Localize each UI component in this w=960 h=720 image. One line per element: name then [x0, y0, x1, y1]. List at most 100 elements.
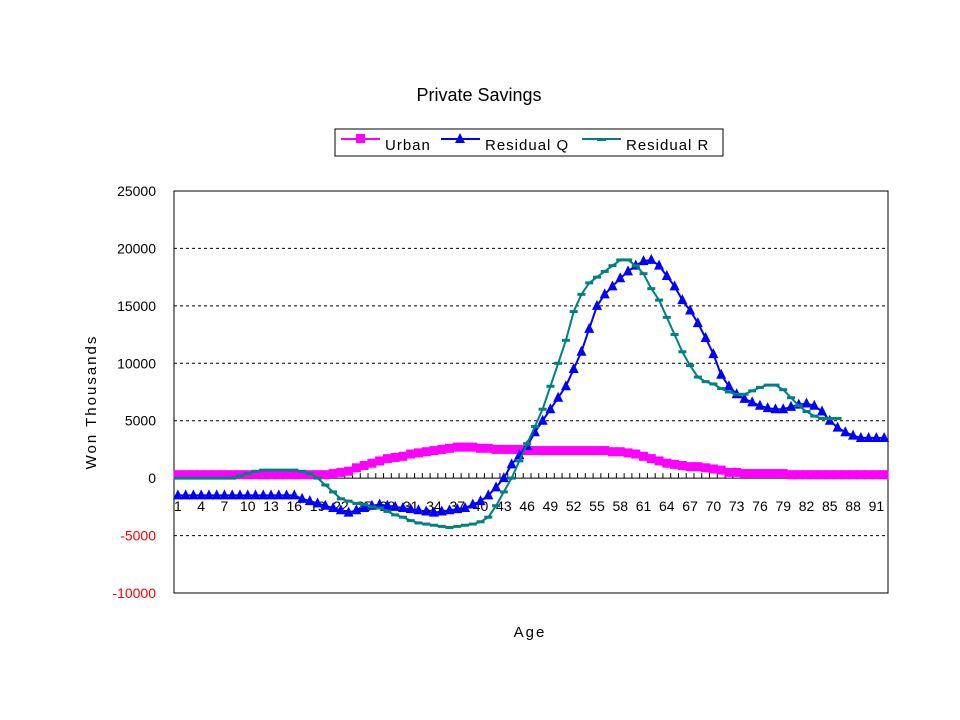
data-point-residual-q	[203, 489, 214, 500]
data-point-urban	[584, 446, 594, 456]
data-point-residual-r	[709, 382, 718, 386]
data-point-urban	[732, 467, 742, 477]
data-point-residual-q	[840, 426, 851, 437]
x-tick-label: 79	[775, 498, 791, 514]
data-point-residual-q	[460, 502, 471, 513]
x-tick-label: 58	[612, 498, 628, 514]
grid-lines	[174, 247, 888, 537]
data-point-residual-q	[778, 403, 789, 414]
data-point-residual-q	[809, 399, 820, 410]
data-point-urban	[817, 470, 827, 480]
data-point-residual-q	[654, 259, 665, 270]
data-point-residual-q	[692, 317, 703, 328]
data-point-residual-r	[771, 383, 780, 387]
data-point-residual-q	[258, 489, 269, 500]
data-point-residual-q	[506, 458, 517, 469]
data-point-residual-r	[530, 424, 539, 428]
data-point-residual-r	[468, 522, 477, 526]
data-point-residual-r	[344, 499, 353, 503]
data-point-residual-q	[359, 502, 370, 513]
data-point-residual-r	[624, 258, 633, 262]
data-point-residual-q	[770, 403, 781, 414]
data-point-urban	[406, 449, 416, 459]
data-point-residual-r	[173, 476, 182, 480]
y-tick-label: 0	[148, 470, 156, 486]
data-point-residual-r	[398, 515, 407, 519]
data-point-urban	[755, 469, 765, 479]
data-point-urban	[786, 470, 796, 480]
data-point-residual-r	[329, 490, 338, 494]
legend-box	[334, 128, 724, 157]
data-point-urban	[250, 470, 260, 480]
y-tick-label: 15000	[117, 298, 156, 314]
data-point-urban	[445, 443, 455, 453]
data-point-residual-q	[242, 489, 253, 500]
data-point-urban	[747, 469, 757, 479]
data-point-residual-r	[779, 388, 788, 392]
data-point-urban	[639, 451, 649, 461]
data-point-urban	[359, 461, 369, 471]
data-point-urban	[685, 462, 695, 472]
data-point-urban	[592, 446, 602, 456]
data-point-residual-r	[786, 396, 795, 400]
data-point-residual-r	[561, 338, 570, 342]
data-point-urban	[390, 452, 400, 462]
data-point-residual-r	[267, 468, 276, 472]
data-point-residual-r	[732, 392, 741, 396]
data-point-residual-q	[646, 253, 657, 264]
legend-marker-urban	[356, 134, 365, 143]
x-tick-label: 55	[589, 498, 605, 514]
data-point-urban	[282, 470, 292, 480]
data-point-urban	[212, 470, 222, 480]
data-point-residual-r	[592, 275, 601, 279]
data-point-urban	[530, 446, 540, 456]
data-point-urban	[879, 470, 889, 480]
data-point-urban	[483, 443, 493, 453]
data-point-urban	[833, 470, 843, 480]
data-point-residual-q	[716, 368, 727, 379]
data-point-urban	[623, 448, 633, 458]
y-axis-tick-labels: -10000 -5000 0 5000 10000 15000 20000 25000	[112, 183, 156, 601]
data-point-residual-q	[545, 403, 556, 414]
data-point-urban	[763, 469, 773, 479]
data-point-residual-r	[818, 416, 827, 420]
x-tick-label: 34	[426, 498, 442, 514]
data-point-residual-r	[515, 459, 524, 463]
data-point-urban	[825, 470, 835, 480]
data-point-residual-r	[655, 298, 664, 302]
data-point-urban	[188, 470, 198, 480]
data-point-residual-r	[453, 524, 462, 528]
data-point-residual-r	[585, 281, 594, 285]
data-point-urban	[809, 470, 819, 480]
data-point-urban	[561, 446, 571, 456]
data-point-urban	[320, 470, 330, 480]
data-point-residual-r	[336, 497, 345, 501]
data-point-residual-q	[219, 489, 230, 500]
data-point-residual-r	[740, 392, 749, 396]
data-point-urban	[631, 449, 641, 459]
data-point-residual-q	[266, 489, 277, 500]
data-point-urban	[421, 447, 431, 457]
data-point-urban	[646, 454, 656, 464]
data-point-urban	[274, 470, 284, 480]
x-axis-label: Age	[514, 624, 547, 641]
data-point-residual-q	[281, 489, 292, 500]
data-point-residual-q	[801, 397, 812, 408]
data-point-residual-q	[498, 472, 509, 483]
data-point-residual-r	[717, 387, 726, 391]
data-point-urban	[266, 470, 276, 480]
data-point-residual-q	[211, 489, 222, 500]
data-point-residual-q	[351, 504, 362, 515]
data-point-residual-r	[391, 513, 400, 517]
data-point-residual-q	[428, 506, 439, 517]
data-point-residual-r	[414, 521, 423, 525]
data-point-residual-q	[227, 489, 238, 500]
legend-label-residual-r: Residual R	[626, 137, 709, 154]
data-point-urban	[204, 470, 214, 480]
data-point-urban	[429, 446, 439, 456]
data-point-residual-r	[802, 410, 811, 414]
data-point-residual-q	[871, 431, 882, 442]
data-point-urban	[398, 451, 408, 461]
x-tick-label: 49	[543, 498, 559, 514]
data-point-residual-q	[553, 391, 564, 402]
